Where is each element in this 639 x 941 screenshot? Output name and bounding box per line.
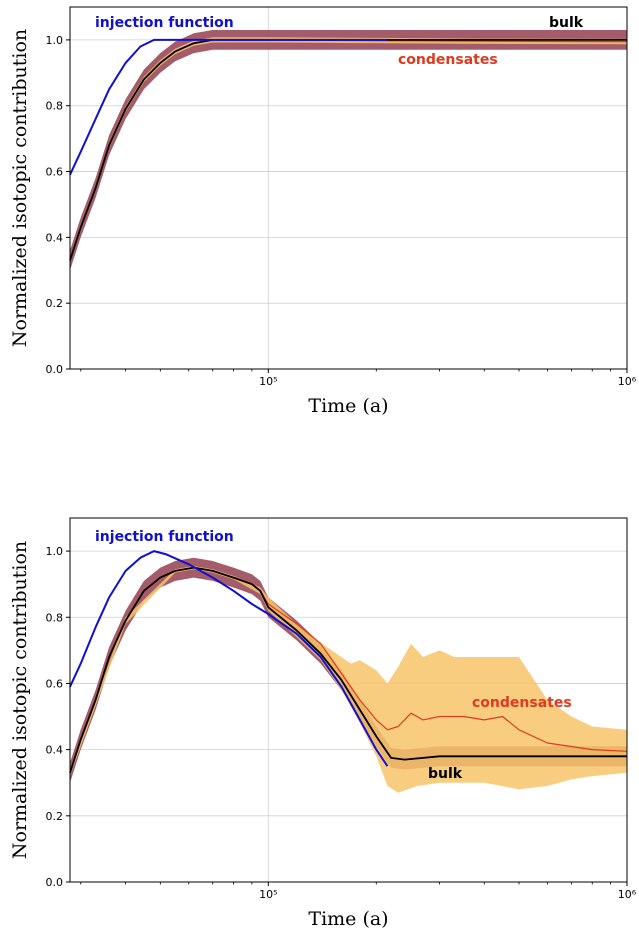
x-tick-label: 10⁶ (618, 888, 637, 901)
x-tick-label: 10⁶ (618, 375, 637, 388)
x-axis-title: Time (a) (308, 395, 388, 417)
y-tick-label: 0.6 (46, 166, 64, 179)
y-tick-label: 0.2 (46, 810, 64, 823)
y-tick-label: 0.0 (46, 876, 64, 889)
y-tick-label: 1.0 (46, 34, 64, 47)
chart-panel-2: 0.0 0.2 0.4 0.6 0.8 1.0 10⁵ 10⁶ Time (a) Normaliz… (9, 517, 637, 930)
series-band-condensates (70, 566, 627, 793)
series-line-injection-function (69, 38, 388, 176)
annotation-bulk: bulk (549, 15, 584, 31)
y-axis-title: Normalized isotopic contribution (9, 541, 31, 859)
plot-frame (69, 6, 628, 370)
y-tick-label: 0.8 (46, 611, 64, 624)
series-line-injection-function (69, 550, 389, 767)
series-line-bulk (69, 566, 627, 774)
annotation-condensates: condensates (398, 52, 498, 68)
y-tick-label: 0.2 (46, 297, 64, 310)
y-tick-label: 1.0 (46, 545, 64, 558)
series-band-condensates (70, 37, 627, 263)
plot-frame (69, 517, 628, 883)
y-tick-label: 0.4 (46, 744, 64, 757)
x-tick-label: 10⁵ (259, 375, 277, 388)
chart-panel-1: 0.0 0.2 0.4 0.6 0.8 1.0 10⁵ 10⁶ Time (a) Normaliz… (9, 6, 637, 417)
annotation-condensates: condensates (472, 695, 572, 711)
annotation-injection-function: injection function (95, 15, 234, 31)
y-axis-title: Normalized isotopic contribution (9, 29, 31, 347)
y-tick-label: 0.0 (46, 363, 64, 376)
annotation-injection-function: injection function (95, 529, 234, 545)
y-tick-label: 0.4 (46, 231, 64, 244)
y-tick-label: 0.6 (46, 677, 64, 690)
x-tick-label: 10⁵ (259, 888, 277, 901)
series-band-bulk (70, 30, 627, 271)
annotation-bulk: bulk (428, 766, 463, 782)
y-tick-label: 0.8 (46, 100, 64, 113)
x-axis-title: Time (a) (308, 908, 388, 930)
